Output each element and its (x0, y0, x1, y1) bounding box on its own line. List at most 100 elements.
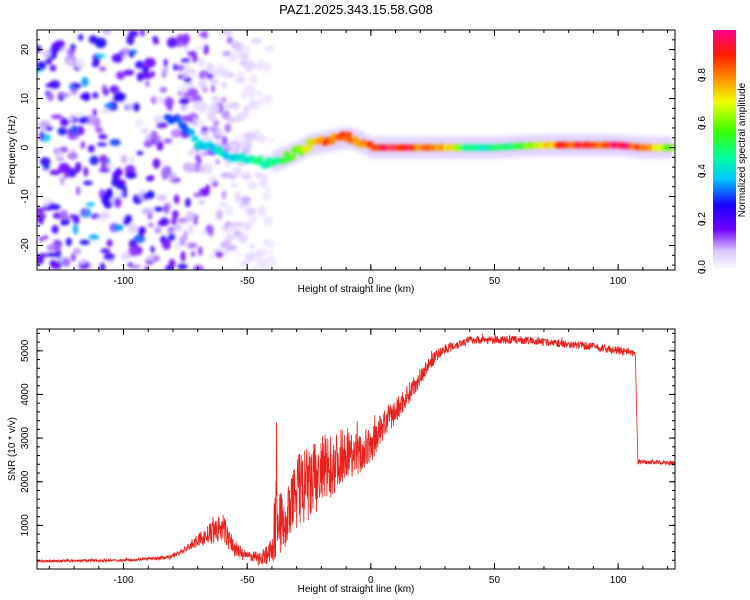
spectrogram-y-ticks: -20 -10 0 10 20 (20, 29, 675, 266)
noise-blob (92, 91, 99, 99)
noise-blob (109, 138, 121, 147)
noise-blob (75, 125, 85, 136)
noise-blob (50, 114, 63, 119)
x-tick-label: 100 (610, 575, 627, 586)
colorbar-tick-label: 0.4 (697, 164, 708, 178)
noise-blob (225, 116, 238, 124)
noise-blob (45, 125, 53, 132)
noise-blob (221, 136, 228, 146)
colorbar: 0.0 0.2 0.4 0.6 0.8 Normalized spectral ampl… (697, 30, 748, 274)
noise-blob (75, 111, 84, 117)
noise-blob (67, 167, 77, 178)
noise-blob (177, 74, 184, 79)
noise-blob (142, 66, 150, 75)
noise-blob (59, 176, 65, 186)
noise-blob (265, 255, 277, 267)
noise-blob (250, 37, 263, 45)
noise-blob (221, 30, 233, 36)
noise-blob (199, 152, 208, 157)
ridge-point (190, 135, 199, 142)
noise-blob (255, 256, 266, 265)
noise-blob (241, 141, 252, 150)
noise-blob (186, 50, 198, 57)
noise-blob (184, 162, 196, 173)
noise-blob (111, 53, 124, 63)
ridge-point (280, 157, 288, 164)
noise-blob (210, 84, 216, 93)
noise-blob (49, 80, 61, 89)
noise-blob (142, 192, 150, 199)
noise-blob (114, 86, 120, 93)
colorbar-tick-label: 0.8 (697, 68, 708, 82)
noise-blob (197, 80, 207, 89)
noise-blob (123, 69, 135, 76)
noise-blob (201, 136, 213, 142)
noise-blob (205, 184, 210, 193)
noise-blob (203, 44, 209, 55)
noise-blob (70, 124, 79, 136)
noise-blob (37, 61, 46, 70)
ridge-point (345, 131, 353, 138)
x-tick-label: -100 (114, 276, 134, 287)
noise-blob (198, 199, 206, 205)
noise-blob (166, 37, 178, 48)
noise-blob (54, 150, 64, 160)
spectrogram-x-label: Height of straight line (km) (298, 284, 415, 295)
noise-blob (159, 86, 168, 93)
y-tick-label: 20 (20, 44, 31, 56)
noise-blob (136, 72, 144, 82)
noise-blob (180, 250, 186, 262)
noise-blob (179, 236, 186, 247)
noise-blob (37, 149, 41, 155)
noise-blob (269, 216, 274, 227)
noise-blob (178, 97, 190, 105)
noise-blob (177, 217, 189, 223)
noise-blob (138, 227, 145, 237)
y-tick-label: 10 (20, 93, 31, 105)
noise-blob (215, 159, 220, 165)
noise-blob (87, 144, 95, 153)
noise-blob (38, 253, 49, 258)
noise-blob (214, 251, 224, 258)
noise-blob (46, 244, 56, 252)
noise-blob (190, 251, 196, 257)
noise-blob (115, 190, 123, 198)
noise-blob (67, 151, 78, 160)
noise-blob (132, 102, 140, 112)
noise-blob (152, 158, 161, 169)
noise-blob (134, 60, 145, 69)
noise-blob (74, 161, 82, 173)
noise-blob (199, 130, 210, 136)
noise-blob (224, 205, 235, 216)
noise-blob (239, 261, 250, 266)
noise-blob (107, 187, 113, 196)
noise-blob (89, 155, 99, 166)
ridge-point (327, 138, 336, 145)
noise-blob (201, 163, 214, 175)
noise-blob (249, 74, 258, 85)
noise-blob (193, 117, 198, 128)
ridge-point (302, 145, 313, 152)
noise-blob (79, 239, 91, 245)
noise-blob (94, 37, 107, 49)
x-tick-label: -50 (240, 276, 255, 287)
noise-blob (120, 251, 132, 261)
noise-blob (202, 30, 208, 39)
noise-blob (127, 223, 138, 234)
noise-blob (54, 39, 66, 49)
noise-blob (128, 52, 135, 58)
noise-blob (173, 194, 180, 205)
noise-blob (40, 157, 51, 166)
noise-blob (234, 191, 240, 203)
noise-blob (140, 128, 150, 134)
noise-blob (117, 179, 126, 187)
x-tick-label: -100 (114, 575, 134, 586)
noise-blob (125, 171, 137, 179)
snr-x-label: Height of straight line (km) (298, 584, 415, 595)
noise-blob (206, 73, 214, 79)
noise-blob (140, 30, 145, 37)
noise-blob (187, 82, 195, 88)
colorbar-ticks: 0.0 0.2 0.4 0.6 0.8 (697, 68, 708, 274)
noise-blob (162, 65, 168, 76)
x-tick-label: 50 (489, 575, 501, 586)
